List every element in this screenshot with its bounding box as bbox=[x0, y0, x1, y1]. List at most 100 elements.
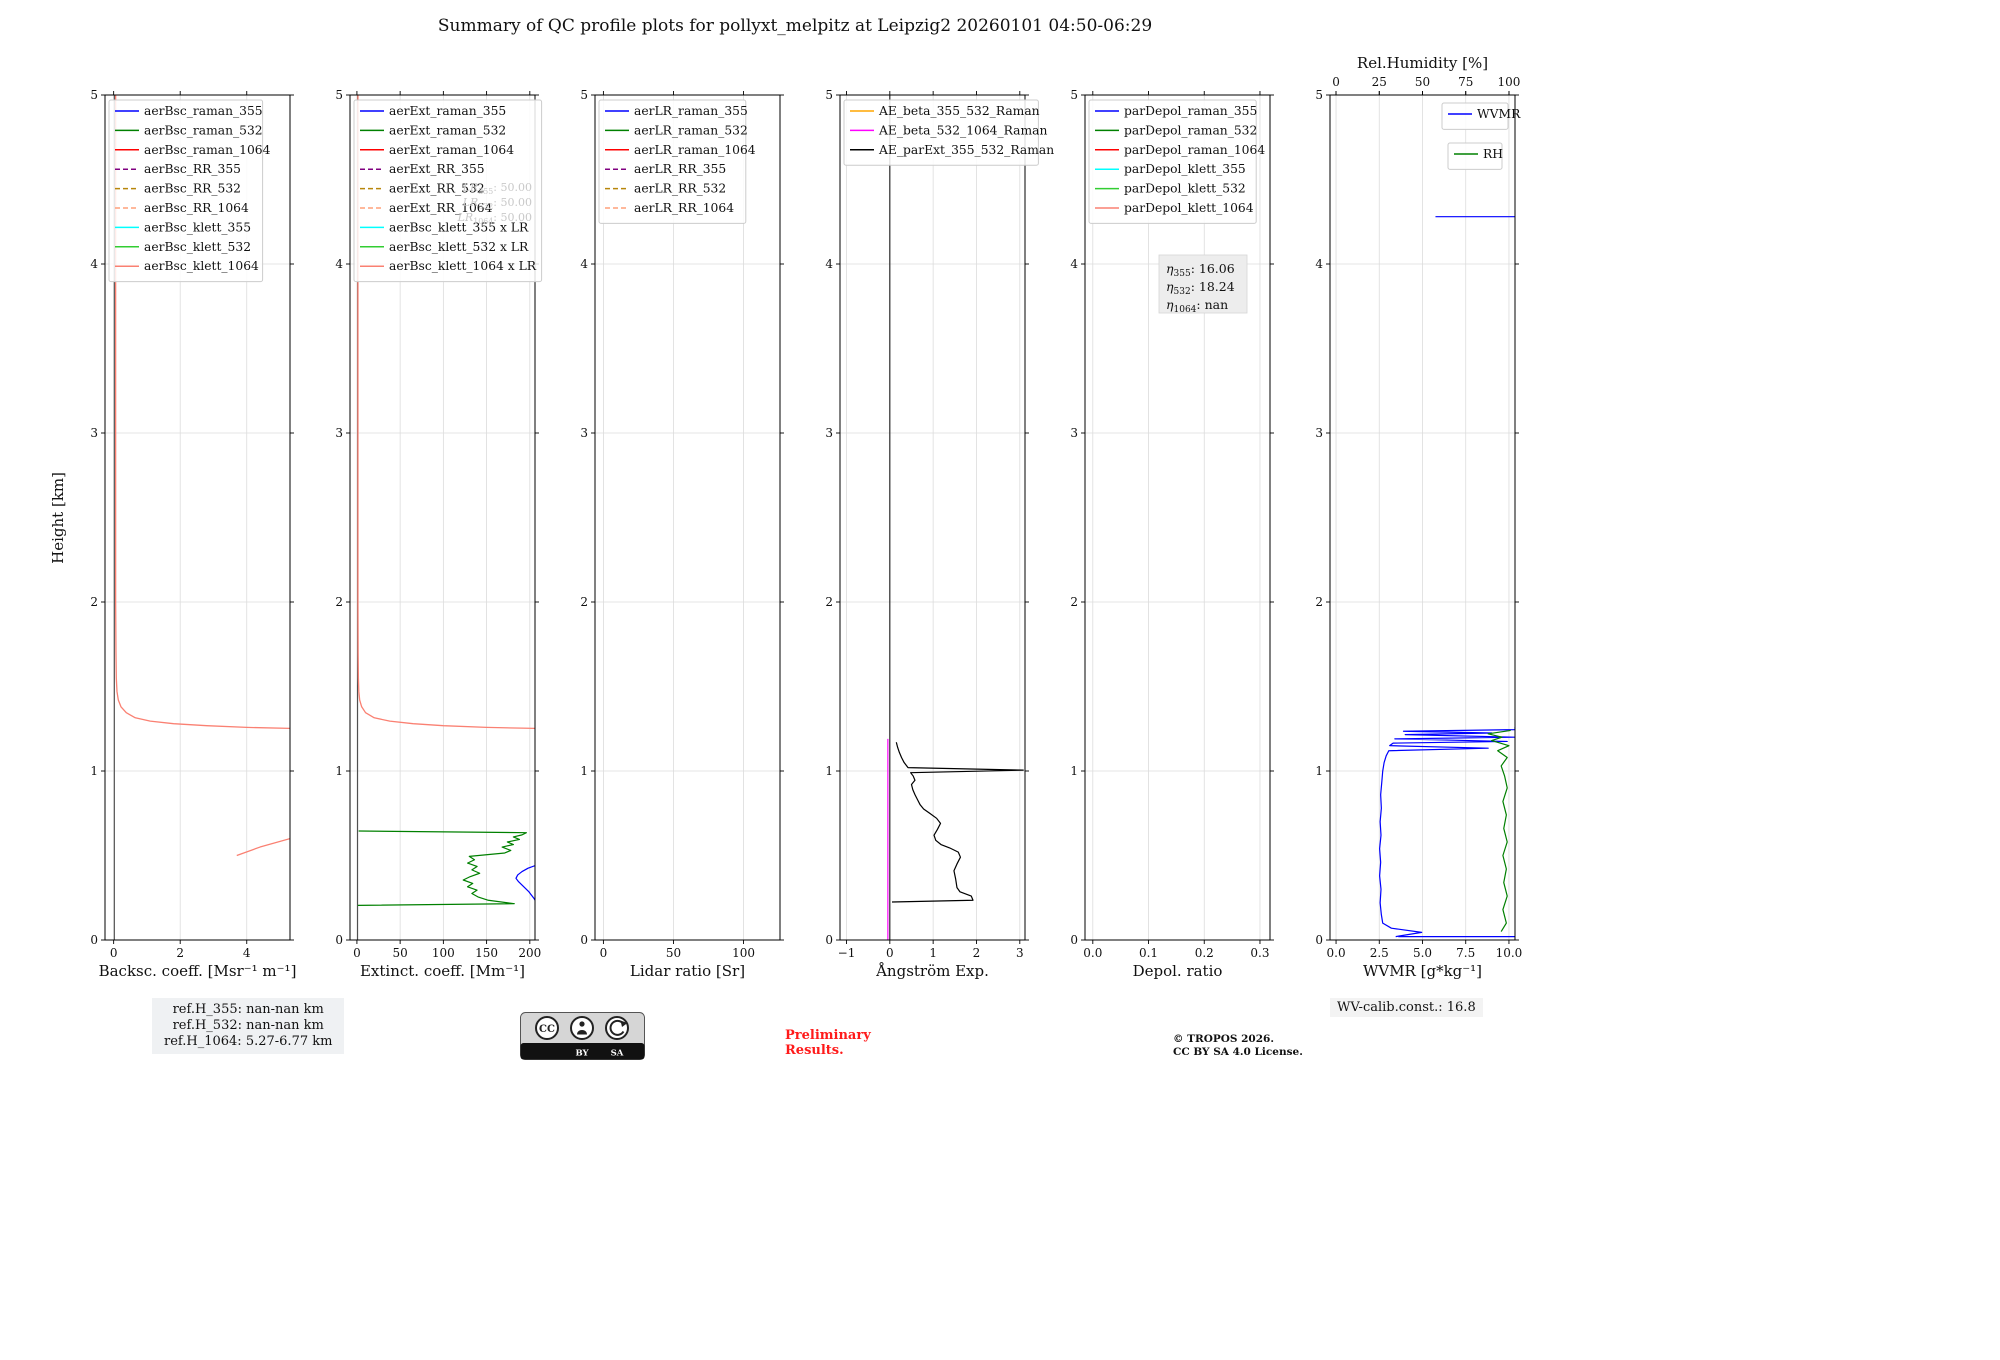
svg-text:Rel.Humidity [%]: Rel.Humidity [%] bbox=[1357, 54, 1488, 72]
svg-text:Ångström Exp.: Ångström Exp. bbox=[875, 962, 989, 980]
axes-frame bbox=[349, 94, 536, 941]
svg-text:aerLR_raman_355: aerLR_raman_355 bbox=[634, 104, 748, 118]
series-group bbox=[887, 95, 1024, 940]
svg-text:0: 0 bbox=[1332, 75, 1340, 89]
svg-text:0: 0 bbox=[886, 946, 894, 960]
svg-text:aerLR_RR_355: aerLR_RR_355 bbox=[634, 162, 726, 176]
wv-calib-constant: WV-calib.const.: 16.8 bbox=[1330, 998, 1483, 1017]
svg-text:1: 1 bbox=[929, 946, 937, 960]
svg-text:0: 0 bbox=[580, 933, 588, 947]
svg-text:2: 2 bbox=[176, 946, 184, 960]
series-AE_parExt_355_532_Raman bbox=[891, 742, 1024, 903]
svg-text:0.0: 0.0 bbox=[1083, 946, 1102, 960]
svg-text:aerLR_RR_1064: aerLR_RR_1064 bbox=[634, 201, 734, 215]
copyright-line-2: CC BY SA 4.0 License. bbox=[1173, 1046, 1303, 1058]
svg-text:4: 4 bbox=[1070, 257, 1078, 271]
svg-text:Lidar ratio [Sr]: Lidar ratio [Sr] bbox=[630, 962, 745, 980]
svg-text:parDepol_klett_532: parDepol_klett_532 bbox=[1124, 182, 1246, 196]
svg-text:parDepol_raman_532: parDepol_raman_532 bbox=[1124, 123, 1257, 137]
svg-text:0.3: 0.3 bbox=[1250, 946, 1269, 960]
panel-angstrom-exponent: −1 0 1 2 3 0 1 2 3 4 5 Ångström Exp. AE_beta_355_532… bbox=[825, 88, 1054, 980]
svg-text:aerBsc_klett_1064: aerBsc_klett_1064 bbox=[144, 259, 259, 273]
svg-text:1: 1 bbox=[90, 764, 98, 778]
svg-text:0: 0 bbox=[90, 933, 98, 947]
svg-text:LR1064: 50.00: LR1064: 50.00 bbox=[457, 211, 532, 226]
svg-text:5.0: 5.0 bbox=[1413, 946, 1432, 960]
svg-text:WVMR [g*kg⁻¹]: WVMR [g*kg⁻¹] bbox=[1363, 962, 1482, 980]
svg-text:2: 2 bbox=[973, 946, 981, 960]
svg-text:aerBsc_klett_355: aerBsc_klett_355 bbox=[144, 220, 251, 234]
panel-lidar-ratio: 0 50 100 0 1 2 3 4 5 Lidar ratio [Sr] aerLR_raman_… bbox=[580, 88, 784, 980]
svg-text:aerExt_RR_355: aerExt_RR_355 bbox=[389, 162, 485, 176]
svg-text:2: 2 bbox=[335, 595, 343, 609]
svg-text:2: 2 bbox=[1070, 595, 1078, 609]
svg-text:aerBsc_raman_532: aerBsc_raman_532 bbox=[144, 123, 263, 137]
svg-text:2: 2 bbox=[1315, 595, 1323, 609]
svg-text:aerExt_raman_355: aerExt_raman_355 bbox=[389, 104, 506, 118]
svg-text:0.1: 0.1 bbox=[1139, 946, 1158, 960]
svg-text:aerExt_RR_1064: aerExt_RR_1064 bbox=[389, 201, 493, 215]
legend: RH bbox=[1447, 142, 1503, 170]
series-RH bbox=[1487, 729, 1511, 932]
svg-text:2: 2 bbox=[90, 595, 98, 609]
svg-text:5: 5 bbox=[1315, 88, 1323, 102]
by-person-body bbox=[577, 1030, 587, 1035]
sa-arrow-head bbox=[620, 1020, 628, 1027]
panel-wvmr: 0.0 2.5 5.0 7.5 10.0 0 1 2 3 4 5 WVMR [g*kg⁻¹] 0 25 50… bbox=[1315, 54, 1522, 980]
svg-text:1: 1 bbox=[580, 764, 588, 778]
svg-text:0: 0 bbox=[110, 946, 118, 960]
svg-text:3: 3 bbox=[580, 426, 588, 440]
svg-text:parDepol_raman_355: parDepol_raman_355 bbox=[1124, 104, 1257, 118]
svg-text:aerBsc_klett_532 x LR: aerBsc_klett_532 x LR bbox=[389, 240, 529, 254]
svg-text:aerBsc_klett_355 x LR: aerBsc_klett_355 x LR bbox=[389, 220, 529, 234]
axes-frame bbox=[1084, 94, 1271, 941]
svg-text:3: 3 bbox=[90, 426, 98, 440]
svg-text:η1064: nan: η1064: nan bbox=[1166, 297, 1228, 315]
svg-text:2: 2 bbox=[580, 595, 588, 609]
svg-text:aerBsc_RR_1064: aerBsc_RR_1064 bbox=[144, 201, 249, 215]
preliminary-line-1: Preliminary bbox=[785, 1028, 871, 1043]
svg-text:5: 5 bbox=[580, 88, 588, 102]
svg-text:5: 5 bbox=[335, 88, 343, 102]
svg-text:4: 4 bbox=[580, 257, 588, 271]
legend: aerBsc_raman_355 aerBsc_raman_532 aerBsc_r… bbox=[108, 99, 271, 283]
svg-text:0.0: 0.0 bbox=[1327, 946, 1346, 960]
svg-text:aerExt_raman_532: aerExt_raman_532 bbox=[389, 123, 506, 137]
series-aerBsc_klett_1064_x_LR bbox=[357, 95, 535, 730]
panel-depol-ratio: 0.0 0.1 0.2 0.3 0 1 2 3 4 5 Depol. ratio parDepol_r… bbox=[1070, 88, 1274, 980]
legend: parDepol_raman_355 parDepol_raman_532 parD… bbox=[1088, 99, 1265, 224]
preliminary-note: Preliminary Results. bbox=[785, 1028, 871, 1058]
svg-text:100: 100 bbox=[732, 946, 755, 960]
panel-backscatter-coeff: 0 2 4 0 1 2 3 4 5 Backsc. coeff. [Msr⁻¹ m⁻¹] aerBs… bbox=[90, 88, 296, 980]
svg-text:100: 100 bbox=[432, 946, 455, 960]
svg-text:parDepol_klett_355: parDepol_klett_355 bbox=[1124, 162, 1246, 176]
svg-text:parDepol_klett_1064: parDepol_klett_1064 bbox=[1124, 201, 1254, 215]
svg-text:aerExt_RR_532: aerExt_RR_532 bbox=[389, 182, 485, 196]
svg-text:7.5: 7.5 bbox=[1456, 946, 1475, 960]
figure-title: Summary of QC profile plots for pollyxt_… bbox=[437, 16, 1153, 36]
svg-text:50: 50 bbox=[666, 946, 681, 960]
svg-text:3: 3 bbox=[1315, 426, 1323, 440]
svg-text:AE_beta_355_532_Raman: AE_beta_355_532_Raman bbox=[878, 104, 1040, 118]
svg-text:aerBsc_RR_355: aerBsc_RR_355 bbox=[144, 162, 241, 176]
cc-by-label: BY bbox=[575, 1049, 589, 1059]
cc-icon bbox=[535, 1016, 559, 1040]
series-group bbox=[1379, 216, 1515, 938]
y-axis-label-text: Height [km] bbox=[49, 471, 67, 564]
svg-text:Extinct. coeff. [Mm⁻¹]: Extinct. coeff. [Mm⁻¹] bbox=[360, 962, 525, 980]
svg-text:aerExt_raman_1064: aerExt_raman_1064 bbox=[389, 143, 514, 157]
svg-text:1: 1 bbox=[1315, 764, 1323, 778]
panel-extinction-coeff: 0 50 100 150 200 0 1 2 3 4 5 Extinct. coeff. [Mm⁻¹]… bbox=[335, 88, 543, 980]
svg-text:aerBsc_klett_1064 x LR: aerBsc_klett_1064 x LR bbox=[389, 259, 537, 273]
svg-text:5: 5 bbox=[825, 88, 833, 102]
svg-text:0: 0 bbox=[1070, 933, 1078, 947]
series-aerExt_raman_532 bbox=[357, 830, 527, 906]
svg-text:200: 200 bbox=[518, 946, 541, 960]
svg-text:3: 3 bbox=[1016, 946, 1024, 960]
svg-text:Depol. ratio: Depol. ratio bbox=[1133, 962, 1223, 980]
svg-text:5: 5 bbox=[1070, 88, 1078, 102]
copyright-note: © TROPOS 2026. CC BY SA 4.0 License. bbox=[1173, 1033, 1303, 1059]
axes-frame bbox=[104, 94, 291, 941]
svg-text:aerLR_raman_1064: aerLR_raman_1064 bbox=[634, 143, 756, 157]
